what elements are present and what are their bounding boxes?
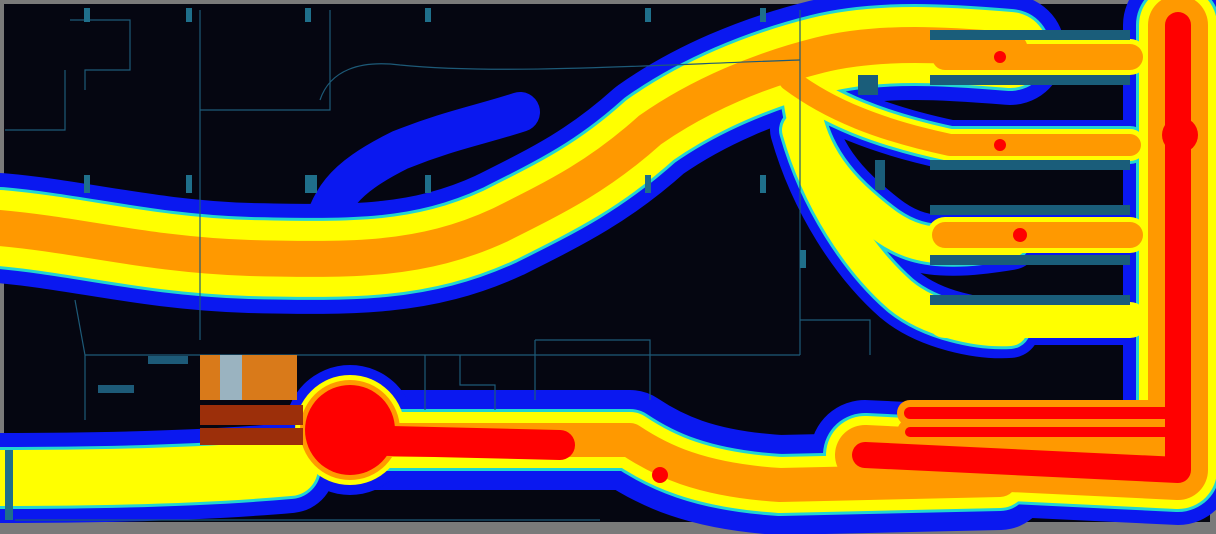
zone bbox=[994, 139, 1006, 151]
column bbox=[186, 8, 192, 22]
bench bbox=[148, 356, 188, 364]
pier bbox=[930, 30, 1130, 40]
bench bbox=[98, 385, 134, 393]
column bbox=[186, 175, 192, 193]
column bbox=[305, 8, 311, 22]
store bbox=[220, 355, 242, 400]
pier bbox=[930, 295, 1130, 305]
column bbox=[84, 175, 90, 193]
store bbox=[200, 428, 303, 445]
column bbox=[760, 8, 766, 22]
column bbox=[645, 8, 651, 22]
pier bbox=[930, 160, 1130, 170]
column bbox=[84, 8, 90, 22]
zone bbox=[652, 467, 668, 483]
column bbox=[645, 175, 651, 193]
pier bbox=[930, 205, 1130, 215]
kiosk bbox=[858, 75, 878, 95]
pier bbox=[930, 255, 1130, 265]
store bbox=[200, 405, 303, 425]
zone bbox=[994, 51, 1006, 63]
store bbox=[200, 355, 297, 400]
zone bbox=[1013, 228, 1027, 242]
column bbox=[800, 250, 806, 268]
zone bbox=[1162, 117, 1198, 153]
column bbox=[305, 175, 317, 193]
page bbox=[0, 0, 1216, 534]
column bbox=[760, 175, 766, 193]
column bbox=[425, 8, 431, 22]
column bbox=[5, 450, 13, 520]
zone bbox=[0, 468, 290, 478]
column bbox=[425, 175, 431, 193]
zone bbox=[305, 385, 395, 475]
heatmap-view bbox=[0, 0, 1216, 534]
pier bbox=[930, 75, 1130, 85]
kiosk bbox=[875, 160, 885, 190]
